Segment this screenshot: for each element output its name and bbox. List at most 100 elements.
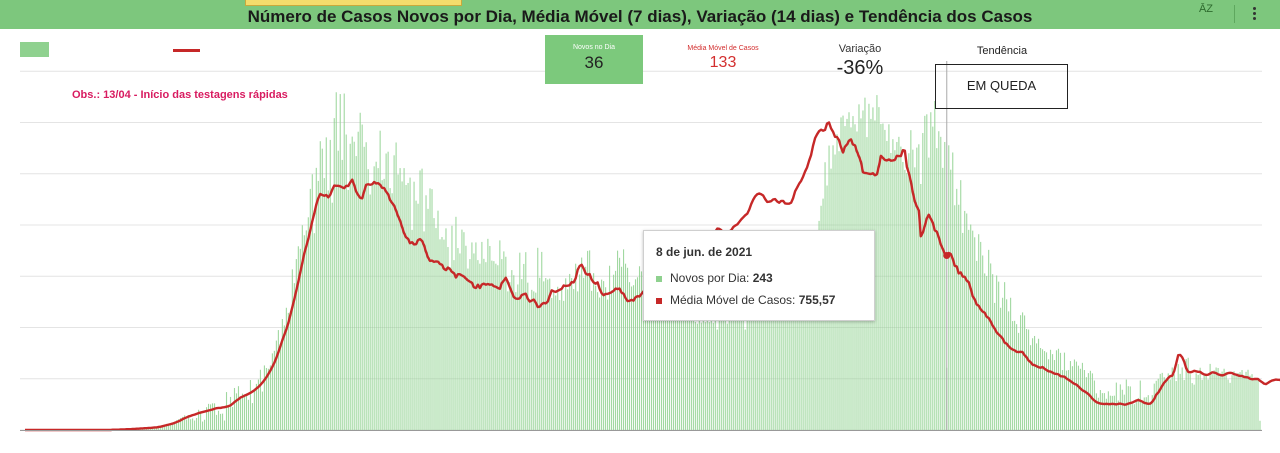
bar-novos xyxy=(533,291,535,430)
bar-novos xyxy=(569,273,571,430)
bar-novos xyxy=(154,427,156,430)
bar-novos xyxy=(900,146,902,430)
bar-novos xyxy=(1030,345,1032,430)
more-options-icon[interactable] xyxy=(1248,5,1260,23)
bar-novos xyxy=(389,188,391,430)
bar-novos xyxy=(886,140,888,430)
bar-novos xyxy=(325,137,327,431)
bar-novos xyxy=(1143,397,1145,430)
bar-novos xyxy=(343,93,345,430)
bar-novos xyxy=(974,237,976,430)
bar-novos xyxy=(1000,307,1002,430)
bar-novos xyxy=(491,260,493,430)
bar-novos xyxy=(1081,362,1083,430)
bar-novos xyxy=(1069,361,1072,430)
bar-novos xyxy=(1153,383,1155,430)
bar-novos xyxy=(435,228,437,430)
bar-novos xyxy=(646,295,649,430)
bar-novos xyxy=(601,279,603,430)
bar-novos xyxy=(648,292,651,430)
bar-novos xyxy=(780,285,782,430)
bar-novos xyxy=(740,308,742,430)
bar-novos xyxy=(443,239,445,430)
annotation-note: Obs.: 13/04 - Início das testagens rápid… xyxy=(72,89,288,101)
bar-novos xyxy=(160,425,162,430)
bar-novos xyxy=(503,251,505,430)
kpi-media-label: Média Móvel de Casos xyxy=(687,45,759,52)
bar-novos xyxy=(956,188,958,430)
sort-az-icon[interactable]: ĀZ xyxy=(1198,3,1214,15)
bar-novos xyxy=(383,178,385,430)
legend-swatch-novos[interactable] xyxy=(20,42,49,57)
moving-average-line xyxy=(25,121,1280,432)
bar-novos xyxy=(800,249,802,430)
bar-novos xyxy=(571,278,573,430)
bar-novos xyxy=(1251,374,1253,430)
bar-novos xyxy=(385,153,387,430)
bar-novos xyxy=(1229,382,1231,430)
bar-novos xyxy=(696,323,698,430)
bar-novos xyxy=(563,300,565,430)
bar-novos xyxy=(976,260,978,431)
bar-novos xyxy=(1227,379,1229,430)
bar-novos xyxy=(433,218,435,430)
bar-novos xyxy=(1209,363,1211,430)
bar-novos xyxy=(686,286,688,430)
bar-novos xyxy=(429,188,431,430)
filter-tab[interactable] xyxy=(245,0,462,6)
bar-novos xyxy=(1075,361,1077,430)
bar-novos xyxy=(714,320,716,430)
bar-novos xyxy=(483,258,485,430)
bar-novos xyxy=(1175,381,1177,430)
legend-swatch-media[interactable] xyxy=(173,49,200,52)
bar-novos xyxy=(1207,379,1209,430)
bar-novos xyxy=(690,303,692,430)
bar-novos xyxy=(513,275,515,430)
bar-novos xyxy=(1043,351,1046,430)
bar-novos xyxy=(247,399,250,430)
bar-novos xyxy=(1016,324,1018,430)
bar-novos xyxy=(680,285,682,430)
bar-novos xyxy=(656,291,659,430)
bar-novos xyxy=(658,318,661,430)
bar-novos xyxy=(459,253,461,430)
bar-novos xyxy=(708,322,710,430)
bar-novos xyxy=(1233,371,1235,430)
bar-novos xyxy=(493,261,495,430)
bar-novos xyxy=(591,290,593,430)
bar-novos xyxy=(335,92,337,430)
bar-novos xyxy=(812,240,814,431)
bar-novos xyxy=(619,257,621,430)
bar-novos xyxy=(1169,379,1171,430)
bar-novos xyxy=(1020,315,1022,430)
bar-novos xyxy=(908,153,910,430)
bar-novos xyxy=(213,403,216,430)
bar-novos xyxy=(399,168,401,431)
bar-novos xyxy=(1085,377,1087,430)
bar-novos xyxy=(906,172,908,431)
bar-novos xyxy=(158,426,160,430)
bar-novos xyxy=(1089,370,1091,430)
bar-novos xyxy=(980,241,982,430)
bar-novos xyxy=(810,243,812,430)
bar-novos xyxy=(581,257,583,430)
bar-novos xyxy=(630,286,633,430)
bar-novos xyxy=(397,174,399,430)
bar-novos xyxy=(609,265,611,430)
bar-novos xyxy=(1087,373,1089,430)
bar-novos xyxy=(772,300,774,430)
bar-novos xyxy=(756,298,758,430)
bar-novos xyxy=(654,300,657,430)
bar-novos xyxy=(1032,338,1034,430)
bar-novos xyxy=(182,416,184,430)
bar-novos xyxy=(706,310,708,430)
tooltip-novos-value: 243 xyxy=(752,271,773,285)
bar-novos xyxy=(994,302,996,430)
bar-novos xyxy=(652,268,655,430)
bar-novos xyxy=(1181,367,1183,430)
bar-novos xyxy=(1105,398,1107,430)
bar-novos xyxy=(192,418,194,430)
bar-novos xyxy=(231,406,234,430)
bar-novos xyxy=(700,322,702,430)
bar-novos xyxy=(355,156,357,430)
